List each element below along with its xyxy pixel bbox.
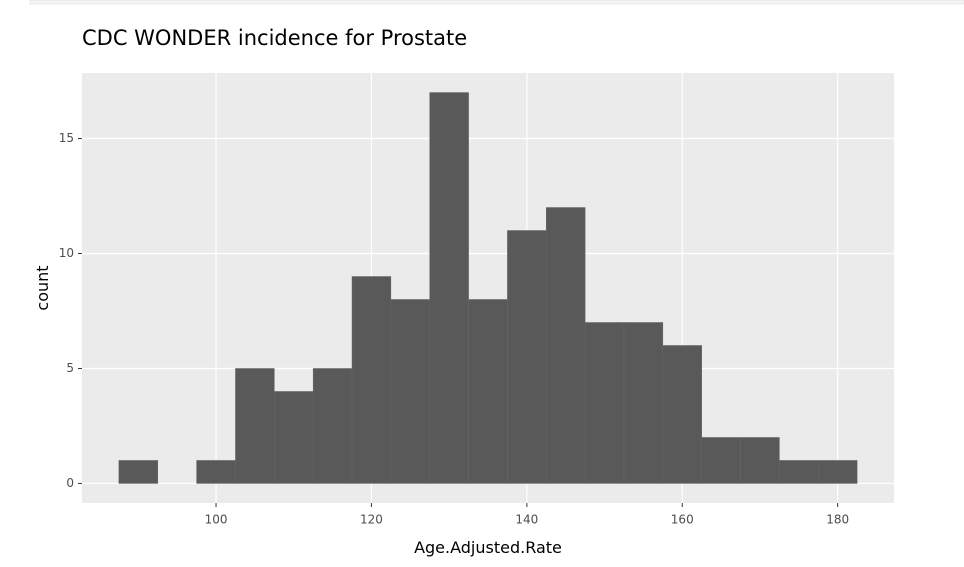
x-tick-label: 180 (826, 513, 849, 527)
x-axis-title: Age.Adjusted.Rate (414, 538, 562, 557)
bar (390, 299, 430, 484)
bar (623, 322, 664, 484)
bar (701, 437, 741, 484)
bar (118, 460, 159, 484)
bar (507, 230, 547, 484)
x-tick-label: 160 (671, 513, 694, 527)
y-tick-label: 5 (66, 361, 74, 375)
bar (817, 460, 858, 484)
x-tick-label: 140 (515, 513, 538, 527)
bar (429, 92, 469, 484)
bars (118, 92, 858, 484)
y-tick-label: 15 (59, 131, 74, 145)
y-tick-label: 10 (59, 246, 74, 260)
bar (274, 391, 314, 484)
bar (196, 460, 236, 484)
y-tick-label: 0 (66, 476, 74, 490)
bar (584, 322, 625, 484)
top-border (29, 0, 964, 5)
chart-title: CDC WONDER incidence for Prostate (82, 26, 467, 50)
bar (235, 368, 275, 484)
bar (740, 437, 780, 484)
bar (546, 207, 586, 484)
y-axis-title: count (33, 265, 52, 310)
bar (779, 460, 819, 484)
bar (662, 345, 702, 484)
bar (312, 368, 353, 484)
x-tick-label: 120 (360, 513, 383, 527)
bar (351, 276, 392, 484)
bar (468, 299, 508, 484)
x-tick-label: 100 (205, 513, 228, 527)
